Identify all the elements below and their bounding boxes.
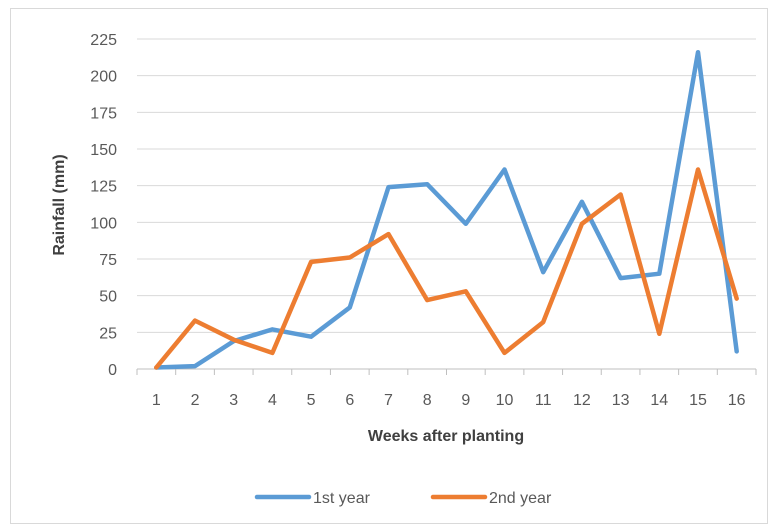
x-tick-label: 8 xyxy=(423,392,432,409)
x-tick-label: 5 xyxy=(307,392,316,409)
x-tick-label: 3 xyxy=(229,392,238,409)
x-tick-label: 11 xyxy=(535,392,552,409)
y-tick-label: 150 xyxy=(90,142,117,159)
data-series xyxy=(154,49,739,370)
series-line-2 xyxy=(154,167,739,370)
y-tick-label: 200 xyxy=(90,69,117,86)
y-tick-label: 25 xyxy=(99,325,117,342)
x-tick-label: 15 xyxy=(689,392,707,409)
x-tick-labels: 1 2 3 4 5 6 7 8 9 10 11 12 13 14 15 16 xyxy=(152,392,746,409)
x-tick-label: 13 xyxy=(612,392,630,409)
y-tick-label: 125 xyxy=(90,179,117,196)
x-tick-label: 14 xyxy=(650,392,668,409)
series-line-1 xyxy=(154,49,739,370)
legend-label-2: 2nd year xyxy=(489,490,552,507)
legend: 1st year 2nd year xyxy=(254,490,552,507)
x-tick-label: 12 xyxy=(573,392,591,409)
y-tick-label: 0 xyxy=(108,362,117,379)
x-tick-label: 7 xyxy=(384,392,393,409)
axes xyxy=(136,368,757,375)
x-tick-label: 2 xyxy=(191,392,200,409)
y-axis-title: Rainfall (mm) xyxy=(51,154,68,255)
y-tick-label: 75 xyxy=(99,252,117,269)
x-tick-label: 9 xyxy=(461,392,470,409)
x-tick-label: 1 xyxy=(152,392,161,409)
y-tick-label: 50 xyxy=(99,289,117,306)
y-tick-label: 175 xyxy=(90,105,117,122)
y-tick-label: 225 xyxy=(90,32,117,49)
legend-label-1: 1st year xyxy=(313,490,371,507)
y-tick-label: 100 xyxy=(90,215,117,232)
x-tick-label: 10 xyxy=(496,392,514,409)
x-tick-label: 6 xyxy=(345,392,354,409)
grid-lines xyxy=(137,38,756,333)
y-tick-labels: 0 25 50 75 100 125 150 175 200 225 xyxy=(90,32,117,379)
x-tick-label: 4 xyxy=(268,392,277,409)
x-tick-label: 16 xyxy=(728,392,746,409)
x-axis-title: Weeks after planting xyxy=(368,428,524,445)
